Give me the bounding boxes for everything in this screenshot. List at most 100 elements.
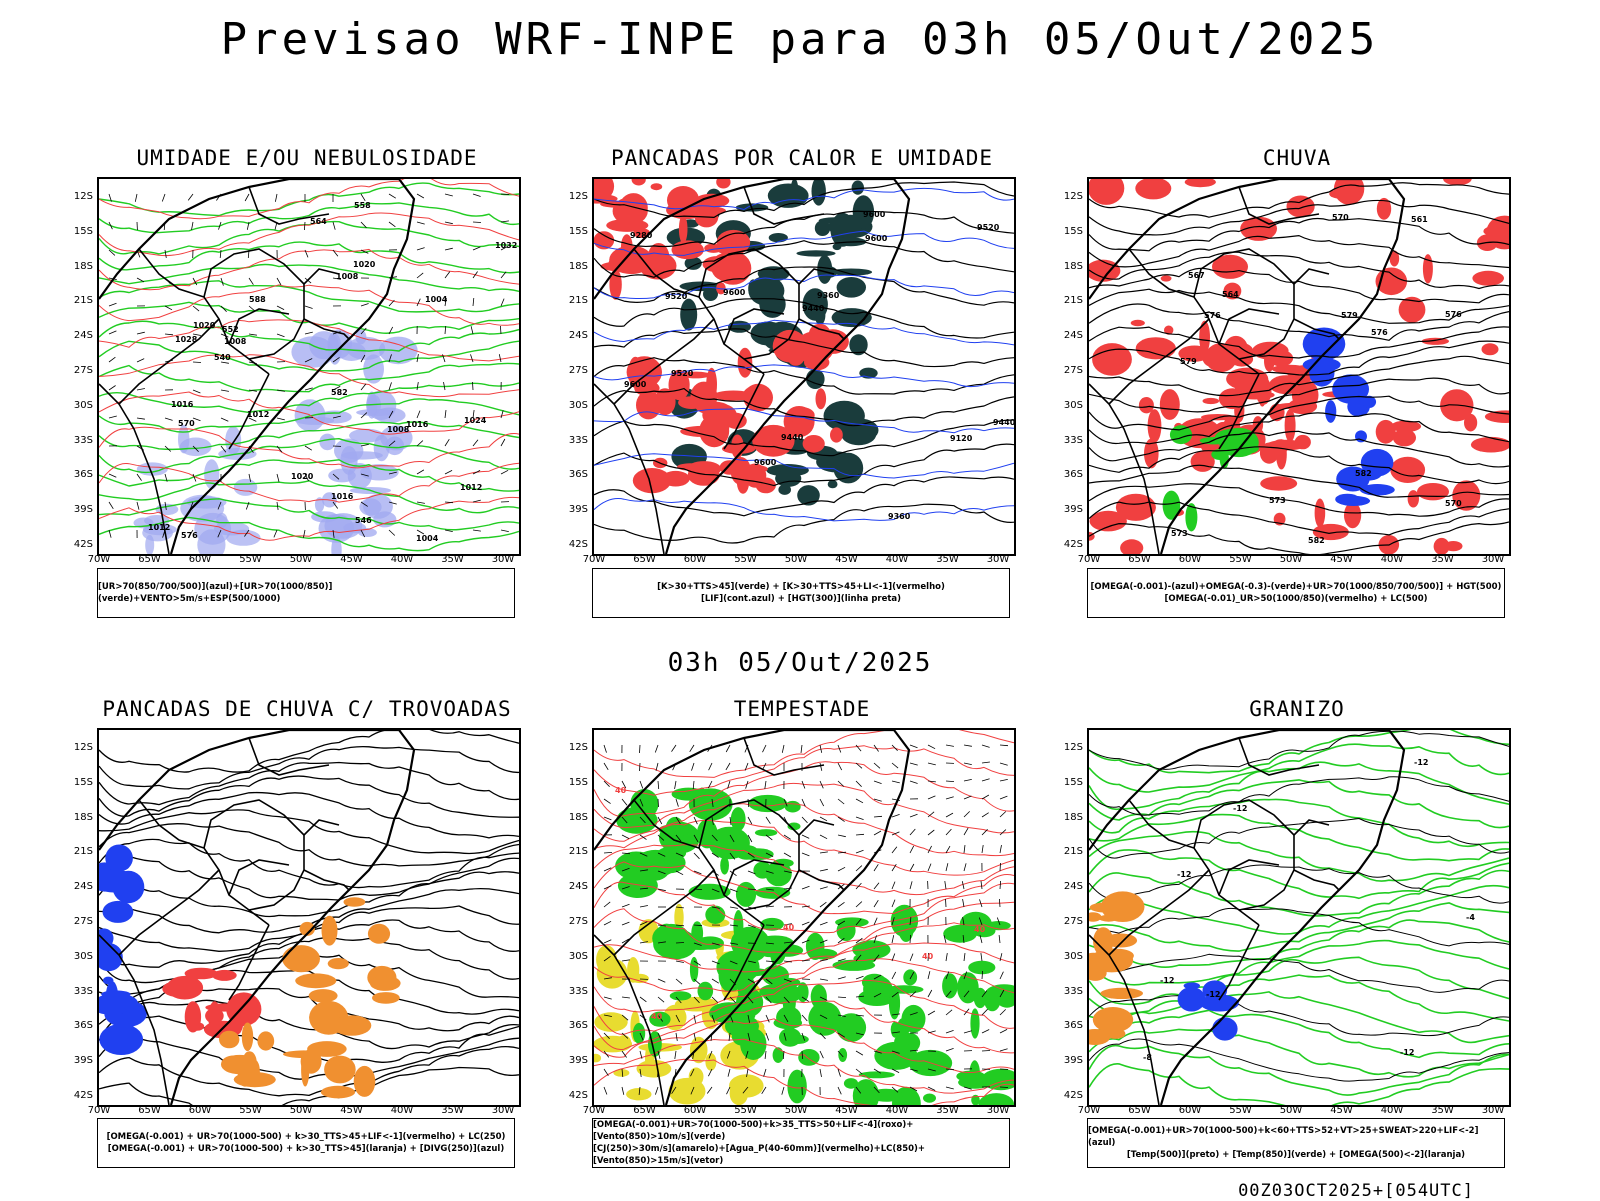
wind-vector [501, 194, 509, 195]
legend-pancadas-calor: [K>30+TTS>45](verde) + [K>30+TTS>45+LI<-… [592, 568, 1010, 618]
main-title: Previsao WRF-INPE para 03h 05/Out/2025 [0, 14, 1600, 65]
shaded-area [689, 884, 731, 900]
panel-title: PANCADAS POR CALOR E UMIDADE [592, 146, 1012, 170]
wind-vector [622, 1087, 624, 1095]
shaded-area [1269, 350, 1293, 367]
shaded-area [841, 424, 876, 446]
shaded-area [1434, 538, 1450, 554]
contour-label: 1020 [291, 472, 314, 481]
wind-vector [445, 439, 449, 446]
wind-vector [820, 799, 824, 806]
shaded-area [651, 1063, 669, 1070]
shaded-area [344, 897, 366, 907]
shaded-area [838, 1048, 847, 1062]
lat-tick-label: 30S [74, 951, 93, 962]
lat-tick-label: 21S [569, 846, 588, 857]
shaded-area [194, 513, 231, 545]
shaded-area [942, 973, 958, 998]
lat-tick-label: 24S [1064, 330, 1083, 341]
contour-label: -8 [1143, 1053, 1152, 1062]
wind-vector [802, 886, 810, 889]
contour-label: 9600 [863, 210, 886, 219]
wind-vector [445, 272, 450, 278]
wind-vector [1000, 1049, 1008, 1051]
wind-vector [1000, 1029, 1007, 1033]
lat-tick-label: 33S [1064, 986, 1083, 997]
panel-title: UMIDADE E/OU NEBULOSIDADE [97, 146, 517, 170]
lat-tick-label: 27S [74, 916, 93, 927]
shaded-area [99, 1024, 143, 1055]
wind-vector [982, 813, 989, 817]
contour-label: 9120 [950, 434, 973, 443]
wind-vector [964, 745, 972, 746]
wind-vector [640, 781, 643, 789]
lat-tick-label: 18S [74, 812, 93, 823]
wind-vector [640, 745, 641, 753]
wind-vector [109, 386, 116, 391]
lat-tick-label: 15S [74, 226, 93, 237]
map-trovoadas [97, 728, 521, 1107]
shaded-area [705, 906, 725, 924]
shaded-area [1126, 497, 1134, 515]
wind-vector [910, 814, 918, 817]
wind-vector [604, 852, 612, 853]
contour-line [1089, 903, 1509, 951]
lon-tick-label: 70W [88, 554, 111, 565]
wind-vector [693, 781, 694, 789]
wind-vector [709, 763, 712, 770]
legend-line: [OMEGA(-0.001) + UR>70(1000-500) + k>30_… [108, 1143, 504, 1155]
wind-vector [838, 1087, 841, 1094]
shaded-area [837, 277, 866, 298]
wind-vector [874, 900, 878, 907]
shaded-area [816, 388, 827, 409]
shaded-area [690, 957, 698, 982]
country-border [799, 870, 844, 890]
shaded-area [359, 498, 381, 515]
shaded-area [103, 901, 134, 923]
lat-tick-label: 42S [569, 539, 588, 550]
wind-vector [856, 902, 862, 907]
wind-vector [727, 1087, 731, 1094]
legend-trovoadas: [OMEGA(-0.001) + UR>70(1000-500) + k>30_… [97, 1118, 515, 1168]
lon-tick-label: 40W [391, 554, 414, 565]
wind-vector [604, 940, 611, 943]
lat-tick-label: 36S [569, 469, 588, 480]
wind-vector [417, 194, 424, 198]
shaded-area [1376, 420, 1396, 444]
wind-vector [137, 332, 145, 334]
wind-vector [604, 902, 610, 907]
contour-label: 576 [1204, 311, 1221, 320]
wind-vector [712, 979, 719, 983]
lat-tick-label: 30S [569, 400, 588, 411]
wind-vector [946, 813, 953, 817]
contour-label: -12 [1160, 976, 1174, 985]
shaded-area [594, 1054, 601, 1063]
contour-label: 558 [354, 201, 371, 210]
lon-tick-label: 30W [492, 554, 515, 565]
wind-vector [981, 881, 982, 889]
wind-vector [193, 306, 199, 311]
wind-vector [109, 303, 117, 306]
wind-vector [874, 816, 882, 817]
wind-vector [728, 1069, 730, 1077]
wind-vector [982, 745, 990, 747]
wind-vector [982, 779, 990, 781]
wind-vector [928, 864, 931, 871]
wind-vector [676, 979, 682, 984]
shaded-area [716, 179, 730, 189]
lat-tick-label: 18S [1064, 812, 1083, 823]
wind-vector [445, 248, 453, 250]
wind-vector [676, 961, 684, 963]
shaded-area [1472, 271, 1504, 286]
contour-label: 573 [1269, 496, 1286, 505]
lat-tick-label: 15S [1064, 777, 1083, 788]
country-border [204, 249, 304, 297]
wind-vector [762, 763, 766, 770]
contour-label: 9280 [630, 231, 653, 240]
wind-vector [820, 979, 828, 980]
